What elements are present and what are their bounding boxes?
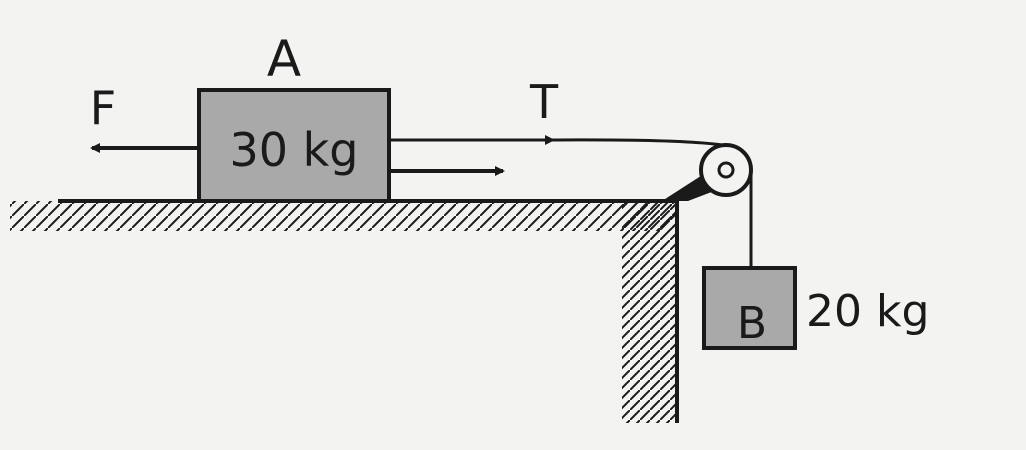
block-b-name-label: B	[737, 298, 767, 349]
block-b-mass-label: 20 kg	[806, 286, 929, 337]
block-a-body	[197, 88, 391, 203]
table	[10, 199, 679, 432]
pulley-assembly	[662, 143, 753, 201]
block-b: B 20 kg	[702, 266, 929, 350]
block-b-body	[702, 266, 797, 350]
string	[390, 138, 753, 268]
force-f: F	[90, 81, 199, 153]
table-hatch-mask	[10, 232, 622, 432]
block-a-name-label: A	[267, 30, 301, 88]
force-t: T	[500, 75, 559, 145]
string-horizontal	[390, 138, 723, 147]
table-top-hatching	[10, 201, 675, 231]
force-f-label: F	[90, 81, 116, 135]
block-a: 30 kg A	[197, 30, 391, 203]
table-side-hatching	[622, 201, 677, 423]
pulley-axle	[717, 161, 735, 179]
block-a-mass-label: 30 kg	[230, 123, 359, 177]
force-t-label: T	[529, 75, 559, 129]
